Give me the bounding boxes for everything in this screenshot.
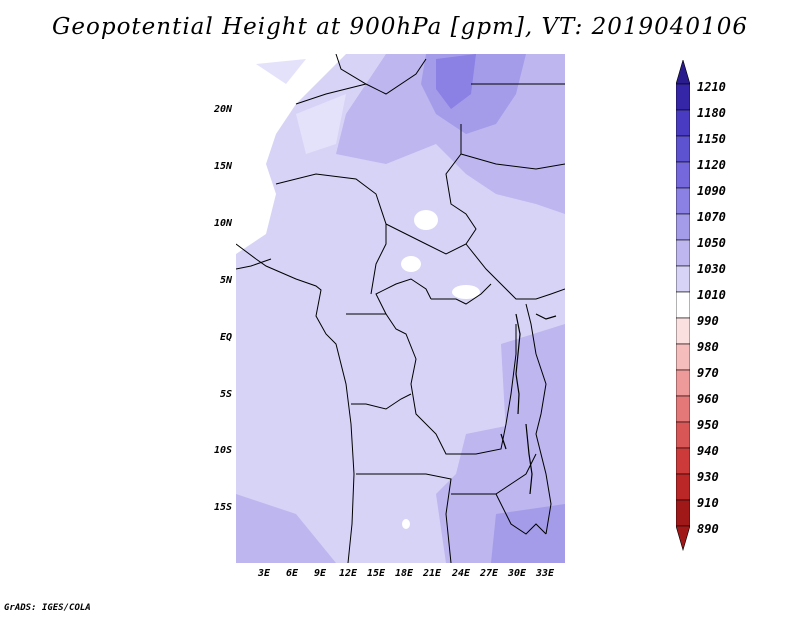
colorbar-cell [676, 473, 690, 501]
colorbar-cell [676, 135, 690, 163]
colorbar-label-1180: 1180 [697, 106, 726, 120]
x-tick-12e: 12E [338, 568, 358, 579]
colorbar-label-1030: 1030 [697, 262, 726, 276]
colorbar-cells [676, 60, 690, 552]
colorbar-cell [676, 213, 690, 241]
y-tick-5n: 5N [219, 275, 232, 286]
colorbar-label-960: 960 [697, 392, 719, 406]
colorbar-label-1090: 1090 [697, 184, 726, 198]
colorbar-label-950: 950 [697, 418, 719, 432]
y-tick-10s: 10S [213, 445, 232, 456]
map-svg [236, 54, 565, 563]
x-tick-18e: 18E [394, 568, 414, 579]
field-low-blob-4 [402, 519, 410, 529]
field-low-blob-1 [414, 210, 438, 230]
field-patch-a [256, 59, 306, 84]
colorbar-label-930: 930 [697, 470, 719, 484]
x-tick-9e: 9E [313, 568, 327, 579]
x-tick-30e: 30E [507, 568, 527, 579]
x-tick-21e: 21E [422, 568, 442, 579]
colorbar-cell [676, 83, 690, 111]
colorbar-cell [676, 317, 690, 345]
colorbar-cell [676, 161, 690, 189]
field-low-northwest [236, 54, 346, 254]
field-max-northeast [436, 54, 476, 109]
political-boundaries [236, 54, 565, 563]
colorbar-cell [676, 109, 690, 137]
credit-text: GrADS: IGES/COLA [4, 603, 91, 613]
y-tick-eq: EQ [219, 332, 232, 343]
colorbar-label-1210: 1210 [697, 80, 726, 94]
x-tick-24e: 24E [451, 568, 471, 579]
colorbar-cell [676, 291, 690, 319]
colorbar-cell [676, 447, 690, 475]
colorbar-label-1010: 1010 [697, 288, 726, 302]
colorbar-label-1120: 1120 [697, 158, 726, 172]
field-low-blob-3 [452, 285, 480, 299]
colorbar [676, 60, 690, 552]
x-tick-15e: 15E [366, 568, 386, 579]
colorbar-cell [676, 265, 690, 293]
x-tick-6e: 6E [285, 568, 299, 579]
field-high-southwest [236, 494, 336, 563]
colorbar-cell [676, 187, 690, 215]
colorbar-cell [676, 369, 690, 397]
colorbar-cell [676, 343, 690, 371]
colorbar-label-990: 990 [697, 314, 719, 328]
y-tick-20n: 20N [213, 104, 232, 115]
field-patch-b [296, 94, 346, 154]
colorbar-top-arrow [676, 60, 690, 85]
colorbar-cell [676, 239, 690, 267]
field-low-blob-2 [401, 256, 421, 272]
colorbar-label-910: 910 [697, 496, 719, 510]
colorbar-bottom-arrow [676, 525, 690, 552]
y-tick-15n: 15N [213, 161, 232, 172]
colorbar-label-1070: 1070 [697, 210, 726, 224]
lakes [500, 313, 557, 495]
y-tick-15s: 15S [213, 502, 232, 513]
colorbar-cell [676, 395, 690, 423]
colorbar-label-1050: 1050 [697, 236, 726, 250]
colorbar-label-890: 890 [697, 522, 719, 536]
map-panel [236, 54, 565, 563]
colorbar-label-940: 940 [697, 444, 719, 458]
colorbar-cell [676, 499, 690, 527]
x-tick-27e: 27E [479, 568, 499, 579]
y-tick-10n: 10N [213, 218, 232, 229]
colorbar-label-980: 980 [697, 340, 719, 354]
colorbar-cell [676, 421, 690, 449]
x-tick-3e: 3E [257, 568, 271, 579]
field-higher-southeast [491, 504, 565, 563]
y-tick-5s: 5S [219, 389, 232, 400]
chart-title: Geopotential Height at 900hPa [gpm], VT:… [52, 14, 748, 40]
colorbar-label-970: 970 [697, 366, 719, 380]
colorbar-label-1150: 1150 [697, 132, 726, 146]
x-tick-33e: 33E [535, 568, 555, 579]
